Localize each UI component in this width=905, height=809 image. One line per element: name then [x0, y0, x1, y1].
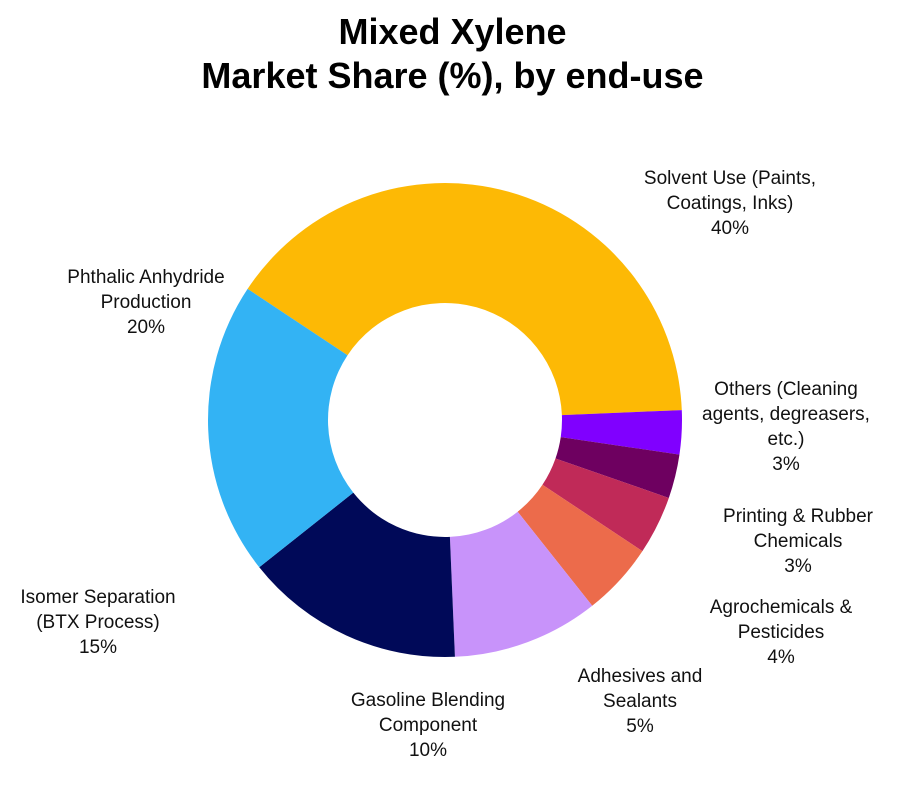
label-value: 15%	[78, 637, 118, 658]
label-text: Chemicals	[753, 531, 843, 552]
label-text: Phthalic Anhydride	[67, 267, 225, 288]
label-gasoline-blending: Gasoline Blending Component 10%	[351, 688, 505, 763]
slice-solvent-use	[247, 183, 682, 416]
label-text: Adhesives and	[577, 666, 703, 687]
label-isomer-separation: Isomer Separation (BTX Process) 15%	[20, 585, 175, 660]
label-text: Production	[100, 292, 192, 313]
label-value: 5%	[626, 716, 654, 737]
label-text: Agrochemicals &	[709, 597, 853, 618]
label-text: Printing & Rubber	[723, 506, 873, 527]
label-text: Coatings, Inks)	[666, 193, 794, 214]
slice-gasoline-blending	[449, 511, 593, 657]
label-text: (BTX Process)	[36, 612, 160, 633]
slice-adhesives	[517, 484, 643, 606]
label-text: etc.)	[767, 429, 805, 450]
chart-title-line2: Market Share (%), by end-use	[201, 55, 704, 96]
label-text: agents, degreasers,	[702, 404, 870, 425]
label-printing-rubber: Printing & Rubber Chemicals 3%	[723, 504, 873, 579]
slice-phthalic-anhydride	[207, 288, 354, 568]
label-value: 3%	[772, 454, 800, 475]
label-text: Isomer Separation	[20, 587, 176, 608]
label-adhesives: Adhesives and Sealants 5%	[578, 664, 703, 739]
slice-others	[560, 410, 682, 455]
label-text: Sealants	[603, 691, 677, 712]
label-phthalic-anhydride: Phthalic Anhydride Production 20%	[67, 265, 224, 340]
chart-title-line1: Mixed Xylene	[338, 11, 567, 52]
label-value: 20%	[126, 317, 166, 338]
slice-printing-rubber	[555, 437, 680, 498]
chart-title: Mixed Xylene Market Share (%), by end-us…	[0, 10, 905, 98]
label-text: Solvent Use (Paints,	[643, 168, 817, 189]
slice-agrochemicals	[542, 458, 669, 552]
label-value: 40%	[710, 218, 750, 239]
label-value: 10%	[408, 740, 448, 761]
label-text: Pesticides	[737, 622, 825, 643]
label-solvent-use: Solvent Use (Paints, Coatings, Inks) 40%	[644, 166, 816, 241]
label-others: Others (Cleaning agents, degreasers, etc…	[702, 377, 870, 477]
label-text: Others (Cleaning	[714, 379, 858, 400]
label-value: 3%	[784, 556, 812, 577]
label-text: Gasoline Blending	[350, 690, 506, 711]
label-text: Component	[378, 715, 478, 736]
label-value: 4%	[767, 647, 795, 668]
slice-isomer-separation	[259, 492, 455, 657]
label-agrochemicals: Agrochemicals & Pesticides 4%	[710, 595, 853, 670]
